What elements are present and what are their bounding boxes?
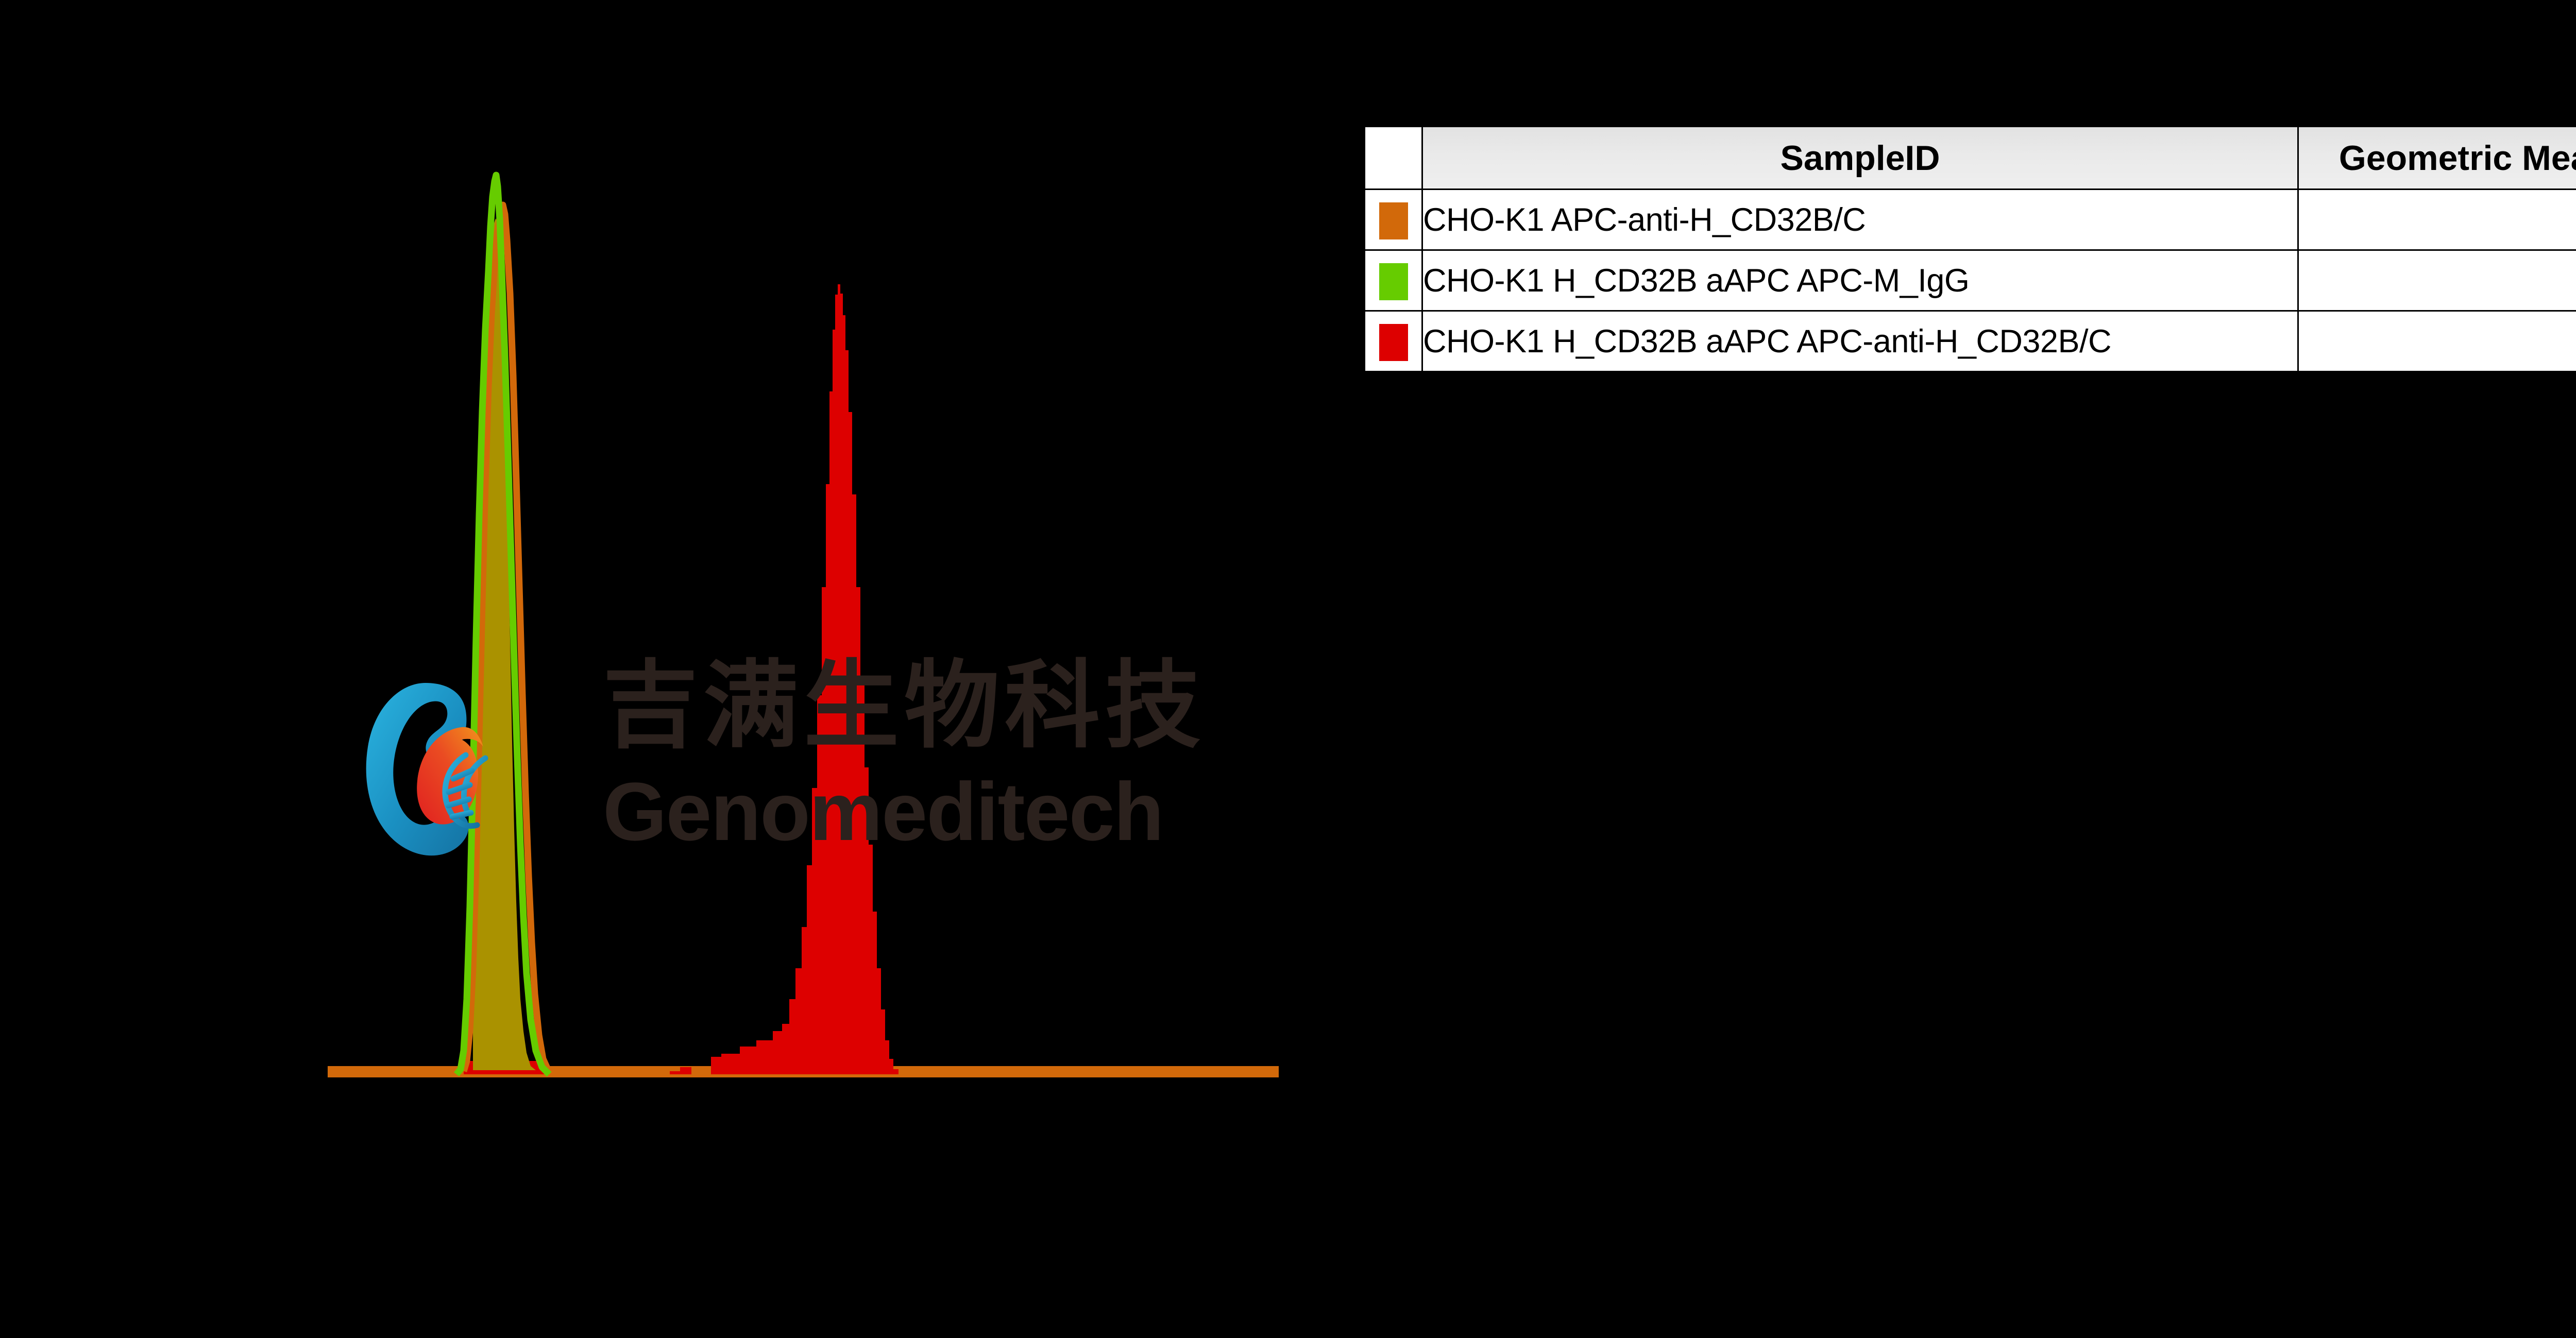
sample-id-cell: CHO-K1 APC-anti-H_CD32B/C bbox=[1421, 188, 2299, 251]
table-row[interactable]: CHO-K1 H_CD32B aAPC APC-anti-H_CD32B/C7.… bbox=[1364, 310, 2576, 372]
table-body: CHO-K1 APC-anti-H_CD32B/C449CHO-K1 H_CD3… bbox=[1364, 188, 2576, 372]
geometric-mean-cell: 385 bbox=[2297, 249, 2576, 312]
header-geometric-mean[interactable]: Geometric Mean : FL11-H bbox=[2297, 126, 2576, 190]
histogram-svg bbox=[328, 171, 1279, 1077]
histogram-plot-area bbox=[309, 124, 1298, 1087]
series-color-swatch bbox=[1379, 323, 1408, 361]
table-row[interactable]: CHO-K1 APC-anti-H_CD32B/C449 bbox=[1364, 188, 2576, 251]
table-header: SampleID Geometric Mean : FL11-H bbox=[1364, 126, 2576, 190]
series-color-swatch-cell bbox=[1364, 310, 1423, 372]
sample-id-cell: CHO-K1 H_CD32B aAPC APC-anti-H_CD32B/C bbox=[1421, 310, 2299, 372]
geometric-mean-cell: 449 bbox=[2297, 188, 2576, 251]
header-swatch-cell bbox=[1364, 126, 1423, 190]
series-color-swatch bbox=[1379, 202, 1408, 239]
sample-id-cell: CHO-K1 H_CD32B aAPC APC-M_IgG bbox=[1421, 249, 2299, 312]
series-color-swatch bbox=[1379, 263, 1408, 300]
statistics-table: SampleID Geometric Mean : FL11-H CHO-K1 … bbox=[1364, 126, 2576, 372]
statistics-table-container: SampleID Geometric Mean : FL11-H CHO-K1 … bbox=[1362, 124, 2576, 374]
table-header-row: SampleID Geometric Mean : FL11-H bbox=[1364, 126, 2576, 190]
header-sample-id[interactable]: SampleID bbox=[1421, 126, 2299, 190]
series-color-swatch-cell bbox=[1364, 188, 1423, 251]
table-row[interactable]: CHO-K1 H_CD32B aAPC APC-M_IgG385 bbox=[1364, 249, 2576, 312]
geometric-mean-cell: 7.55E5 bbox=[2297, 310, 2576, 372]
series-color-swatch-cell bbox=[1364, 249, 1423, 312]
histogram-panel: 吉满生物科技 Genomeditech bbox=[309, 124, 1298, 1087]
